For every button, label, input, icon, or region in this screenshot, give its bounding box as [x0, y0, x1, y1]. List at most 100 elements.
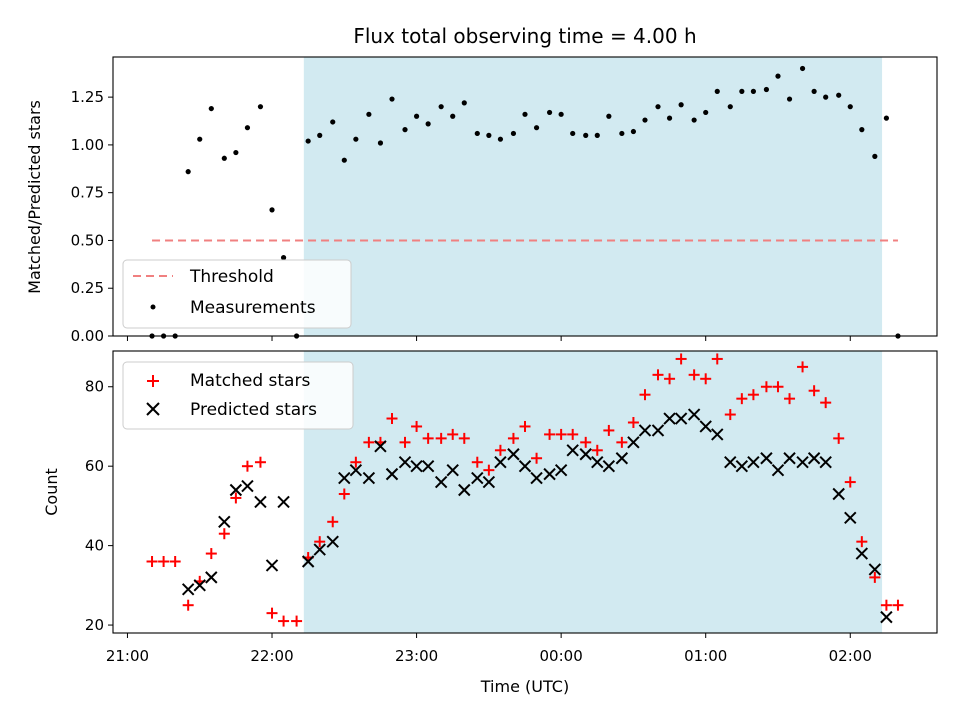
matched-star-points	[146, 353, 904, 627]
measurement-point	[402, 127, 408, 133]
predicted-star-point	[579, 448, 592, 461]
matched-star-point	[278, 615, 290, 627]
measurement-point	[533, 125, 540, 131]
top-y-tick-label: 1.25	[71, 88, 104, 106]
matched-star-point	[736, 393, 748, 405]
measurement-point	[630, 128, 637, 135]
matched-star-point	[772, 381, 784, 393]
bottom-legend: Matched stars Predicted stars	[122, 361, 354, 430]
measurement-point	[847, 104, 853, 110]
predicted-star-point	[265, 559, 279, 572]
predicted-star-point	[627, 436, 640, 449]
measurement-point	[763, 86, 770, 93]
measurement-point	[594, 132, 600, 138]
measurement-point	[642, 117, 648, 123]
matched-star-point	[820, 397, 832, 409]
predicted-star-point	[638, 424, 652, 437]
matched-star-point	[422, 432, 434, 444]
predicted-star-point	[374, 440, 387, 453]
matched-star-point	[230, 492, 242, 504]
legend-measurement-swatch	[150, 304, 156, 310]
matched-star-point	[494, 444, 506, 456]
predicted-star-points	[181, 408, 893, 624]
predicted-star-point	[771, 463, 785, 477]
matched-star-point	[833, 432, 845, 444]
predicted-star-point	[398, 456, 412, 469]
matched-star-point	[458, 432, 470, 444]
matched-star-point	[856, 536, 868, 548]
predicted-star-point	[783, 452, 796, 465]
measurement-point	[703, 109, 709, 116]
matched-star-point	[567, 428, 579, 440]
measurement-point	[510, 130, 517, 137]
top-axes-frame	[112, 56, 938, 337]
matched-star-point	[724, 409, 736, 421]
predicted-star-point	[832, 487, 845, 501]
x-axis-label: Time (UTC)	[480, 677, 569, 696]
predicted-star-point	[687, 408, 701, 421]
matched-star-point	[241, 460, 253, 472]
predicted-star-point	[277, 495, 290, 509]
bottom-x-tick-label: 00:00	[540, 647, 583, 665]
matched-star-point	[808, 385, 820, 397]
measurement-point	[546, 109, 553, 116]
predicted-star-point	[735, 459, 749, 473]
top-x-ticks	[126, 336, 851, 341]
predicted-star-point	[591, 456, 604, 469]
matched-star-point	[688, 369, 700, 381]
predicted-star-point	[313, 543, 326, 556]
matched-star-point	[664, 373, 676, 385]
matched-star-point	[314, 536, 326, 548]
predicted-star-point	[796, 456, 809, 469]
measurement-point	[185, 169, 191, 175]
measurement-point	[522, 111, 528, 117]
bottom-y-axis-label: Count	[42, 468, 61, 516]
matched-star-point	[844, 476, 856, 488]
predicted-star-point	[615, 452, 629, 465]
matched-star-point	[507, 432, 519, 444]
predicted-star-point	[674, 412, 688, 425]
bottom-axes-frame	[112, 350, 938, 634]
predicted-star-point	[218, 515, 231, 528]
measurement-point	[269, 207, 275, 213]
legend-measurement-label: Measurements	[190, 298, 316, 318]
bottom-legend-box	[122, 361, 354, 430]
measurement-point	[606, 113, 612, 119]
matched-star-point	[327, 516, 339, 528]
top-y-axis-label: Matched/Predicted stars	[25, 100, 44, 294]
predicted-star-point	[421, 459, 435, 473]
predicted-star-point	[855, 547, 869, 560]
measurement-point	[714, 88, 720, 94]
matched-star-point	[544, 428, 556, 440]
measurement-point	[727, 104, 733, 110]
predicted-star-point	[724, 456, 737, 469]
measurement-point	[750, 88, 757, 94]
matched-star-point	[205, 548, 217, 560]
predicted-star-point	[434, 475, 448, 489]
matched-star-point	[531, 452, 543, 464]
predicted-star-point	[507, 448, 520, 461]
predicted-star-point	[349, 463, 363, 477]
measurement-point	[666, 115, 673, 121]
measurement-points	[149, 65, 901, 339]
predicted-star-point	[482, 475, 496, 489]
matched-star-point	[652, 369, 664, 381]
measurement-point	[330, 119, 336, 125]
bottom-y-tick-label: 20	[85, 616, 104, 634]
measurement-point	[341, 157, 347, 163]
predicted-star-point	[760, 452, 773, 465]
predicted-star-point	[446, 463, 459, 477]
top-legend: Threshold Measurements	[122, 259, 352, 329]
matched-star-point	[435, 432, 447, 444]
matched-star-point	[254, 456, 266, 468]
predicted-star-point	[326, 535, 339, 548]
predicted-star-point	[554, 463, 568, 477]
measurement-point	[474, 130, 480, 137]
measurement-point	[233, 149, 239, 156]
measurement-point	[317, 132, 323, 138]
measurement-point	[305, 138, 311, 144]
legend-matched-swatch	[147, 375, 159, 387]
measurement-point	[353, 136, 359, 142]
